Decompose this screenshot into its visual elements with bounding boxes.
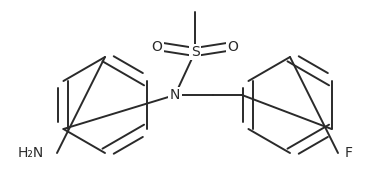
Text: O: O xyxy=(152,40,162,54)
Text: F: F xyxy=(345,146,353,160)
Text: O: O xyxy=(227,40,238,54)
Text: N: N xyxy=(170,88,180,102)
Text: H₂N: H₂N xyxy=(18,146,44,160)
Text: S: S xyxy=(191,45,199,59)
